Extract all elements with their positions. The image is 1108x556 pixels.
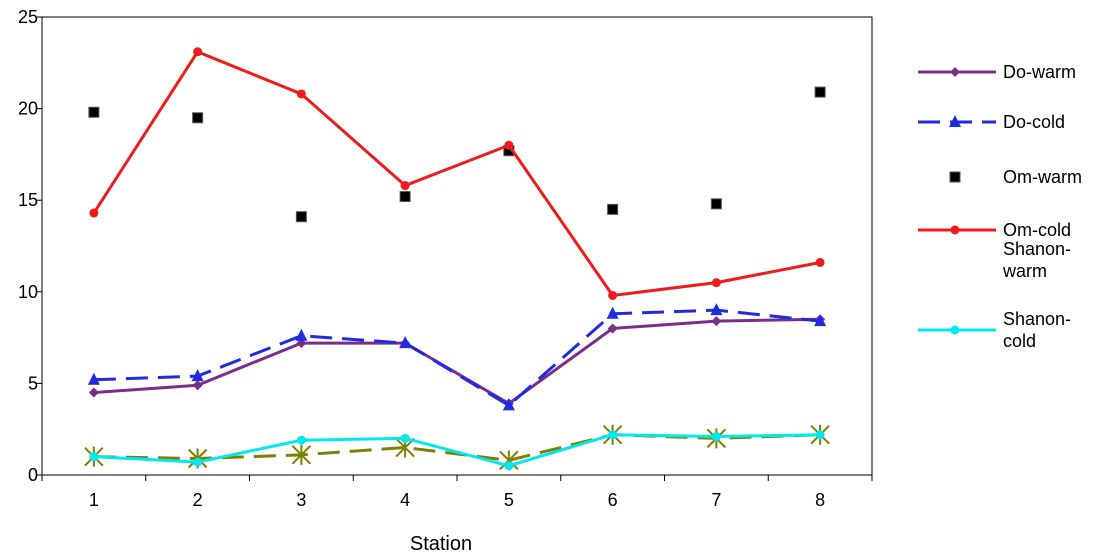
series-do-cold	[87, 303, 827, 411]
series-line	[93, 433, 821, 462]
series-om-warm	[88, 86, 826, 223]
square-marker	[295, 211, 307, 223]
legend-label: Om-cold	[1003, 220, 1071, 240]
square-marker	[88, 106, 100, 118]
circle-marker	[193, 457, 203, 467]
legend: Do-warmDo-coldOm-warmOm-coldShanon-warmS…	[918, 62, 1082, 351]
y-tick-label: 20	[18, 99, 38, 119]
circle-marker	[296, 89, 306, 99]
triangle-marker	[502, 398, 515, 411]
x-axis-title: Station	[410, 533, 472, 555]
legend-item-shanon-warm: Shanon-warm	[1002, 239, 1071, 281]
legend-item-do-cold: Do-cold	[918, 112, 1065, 132]
circle-marker	[400, 181, 410, 191]
legend-item-shanon-cold: Shanon-cold	[918, 309, 1071, 351]
plot-border	[41, 16, 873, 476]
legend-item-om-warm: Om-warm	[949, 167, 1082, 187]
circle-marker	[504, 461, 514, 471]
legend-label: Shanon-	[1003, 239, 1071, 259]
x-tick-label: 1	[89, 490, 99, 510]
circle-marker	[89, 208, 99, 218]
circle-marker	[711, 432, 721, 442]
triangle-marker	[399, 336, 412, 349]
square-marker	[814, 86, 826, 98]
diamond-marker	[192, 380, 203, 391]
triangle-marker	[814, 314, 827, 327]
legend-item-do-warm: Do-warm	[918, 62, 1076, 82]
series-layer	[84, 47, 830, 471]
triangle-marker	[87, 372, 100, 385]
series-line	[93, 433, 821, 468]
circle-marker	[193, 47, 203, 57]
circle-marker	[400, 433, 410, 443]
circle-marker	[504, 140, 514, 150]
y-tick-label: 25	[18, 7, 38, 27]
legend-label: Om-warm	[1003, 167, 1082, 187]
square-marker	[949, 171, 961, 183]
circle-marker	[815, 430, 825, 440]
x-tick-label: 7	[711, 490, 721, 510]
x-tick-label: 5	[504, 490, 514, 510]
x-tick-label: 3	[296, 490, 306, 510]
x-tick-label: 8	[815, 490, 825, 510]
square-marker	[399, 191, 411, 203]
legend-label: Do-warm	[1003, 62, 1076, 82]
circle-marker	[608, 430, 618, 440]
triangle-marker	[949, 115, 961, 127]
legend-label: Do-cold	[1003, 112, 1065, 132]
diamond-marker	[88, 387, 99, 398]
y-tick-label: 10	[18, 282, 38, 302]
star-marker	[291, 444, 312, 465]
y-tick-label: 0	[28, 465, 38, 485]
diamond-marker	[607, 323, 618, 334]
axes: 0 5 10 15 20 25 1 2 3 4 5 6 7 8	[18, 7, 873, 510]
x-tick-label: 2	[193, 490, 203, 510]
circle-marker	[815, 257, 825, 267]
series-line	[92, 50, 821, 297]
square-marker	[192, 112, 204, 124]
x-tick-label: 4	[400, 490, 410, 510]
square-marker	[710, 198, 722, 210]
circle-marker	[950, 225, 960, 235]
diamond-marker	[711, 316, 722, 327]
y-tick-label: 5	[28, 373, 38, 393]
circle-marker	[711, 278, 721, 288]
series-line	[93, 308, 821, 407]
diamond-marker	[950, 67, 960, 77]
legend-label: cold	[1003, 331, 1036, 351]
series-line	[93, 317, 821, 406]
legend-label: warm	[1002, 261, 1047, 281]
triangle-marker	[606, 306, 619, 319]
square-marker	[607, 203, 619, 215]
circle-marker	[296, 435, 306, 445]
y-tick-label: 15	[18, 190, 38, 210]
triangle-marker	[191, 369, 204, 382]
circle-marker	[89, 452, 99, 462]
circle-marker	[950, 325, 960, 335]
circle-marker	[608, 290, 618, 300]
legend-label: Shanon-	[1003, 309, 1071, 329]
plot-area	[41, 16, 873, 476]
x-tick-label: 6	[608, 490, 618, 510]
legend-item-om-cold: Om-cold	[918, 220, 1071, 240]
triangle-marker	[295, 328, 308, 341]
series-shanon-cold	[89, 430, 825, 471]
triangle-marker	[710, 303, 723, 316]
series-om-cold	[89, 47, 825, 300]
series-do-warm	[88, 314, 826, 409]
